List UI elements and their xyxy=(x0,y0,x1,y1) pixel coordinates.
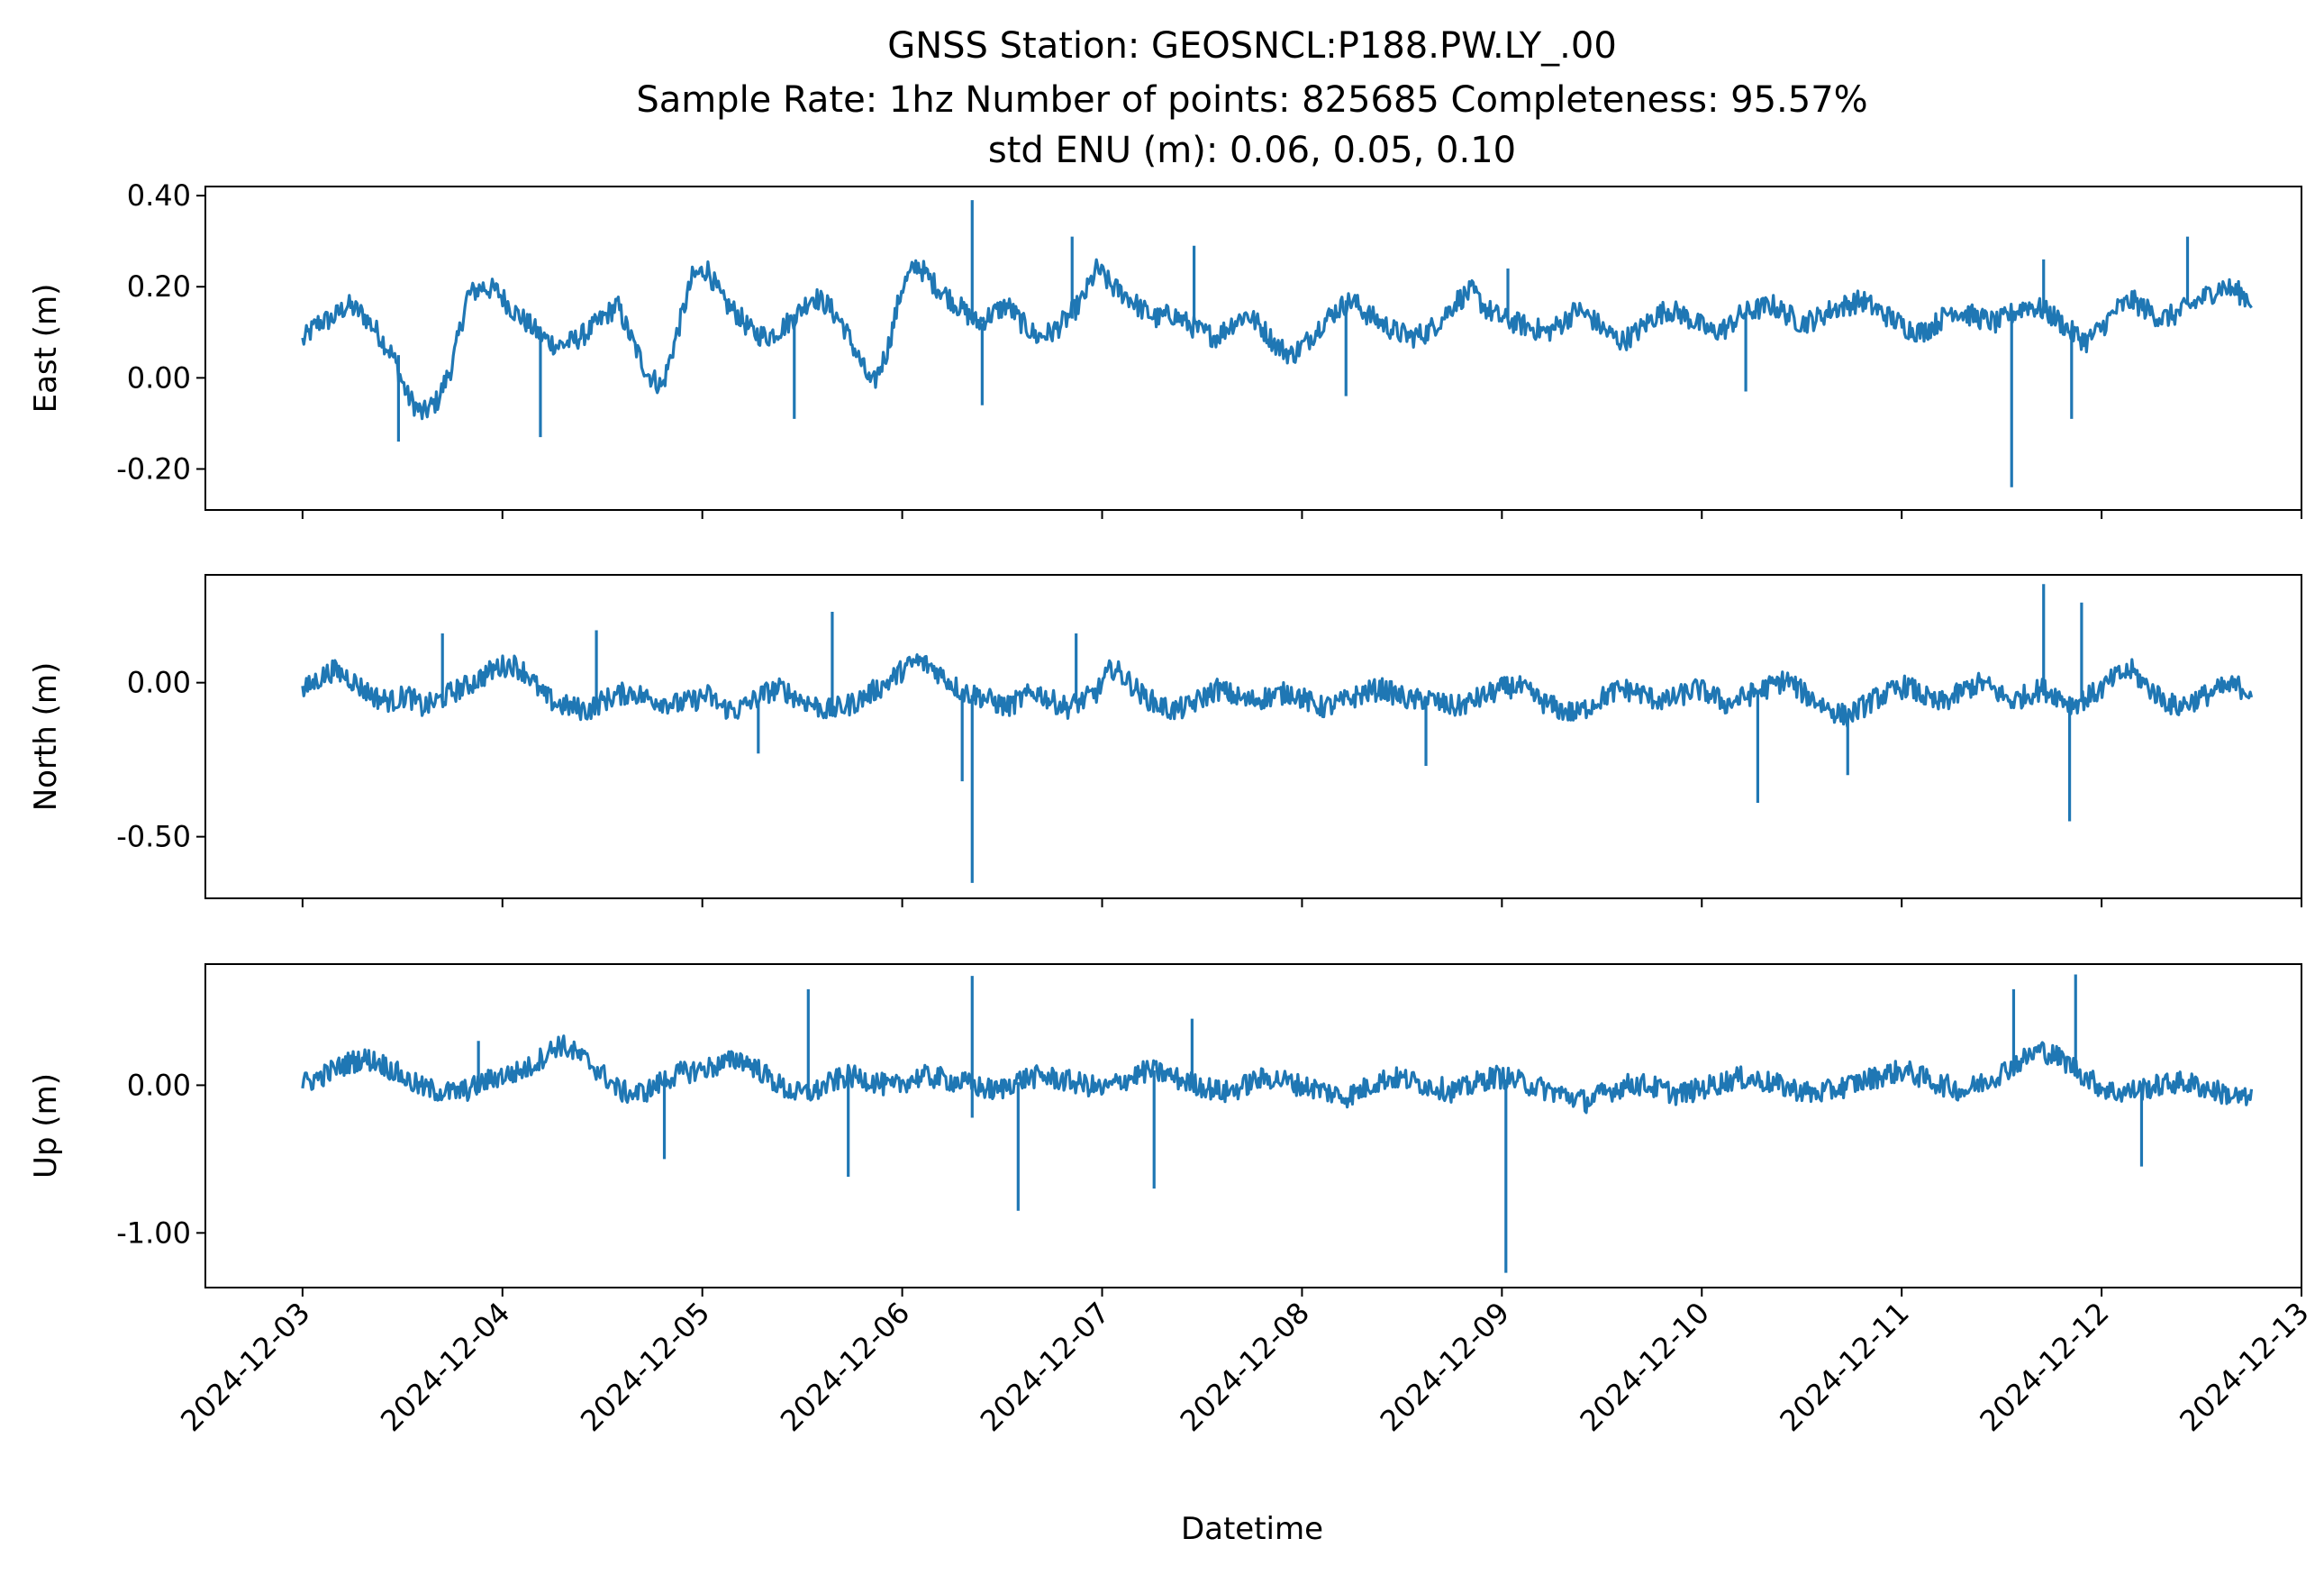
subplot-1: 0.40 0.20 0.00 -0.20 East (m) xyxy=(28,178,2302,519)
y-tick-label: -0.50 xyxy=(116,820,191,854)
chart-title-line-3: std ENU (m): 0.06, 0.05, 0.10 xyxy=(988,130,1516,171)
plot-frame xyxy=(204,963,2302,1288)
series-line-up xyxy=(301,1034,2254,1115)
y-tick-label: 0.00 xyxy=(127,1068,191,1102)
plot-frame xyxy=(204,574,2302,899)
series-line-north xyxy=(301,653,2254,728)
x-axis-label: Datetime xyxy=(1181,1511,1323,1547)
series-line-east xyxy=(301,258,2253,421)
y-axis-label: East (m) xyxy=(28,284,64,414)
y-tick-label: -1.00 xyxy=(116,1215,191,1250)
plot-frame xyxy=(204,186,2302,511)
y-axis-label: Up (m) xyxy=(28,1073,64,1179)
subplot-2: 0.00 -0.50 North (m) xyxy=(28,574,2302,907)
y-axis-label: North (m) xyxy=(28,662,64,812)
chart-title-line-2: Sample Rate: 1hz Number of points: 82568… xyxy=(636,79,1867,121)
chart-title-line-1: GNSS Station: GEOSNCL:P188.PW.LY_.00 xyxy=(887,25,1617,67)
y-tick-label: 0.00 xyxy=(127,666,191,700)
y-tick-label: 0.40 xyxy=(127,178,191,213)
y-tick-label: 0.00 xyxy=(127,360,191,395)
y-tick-label: -0.20 xyxy=(116,451,191,486)
y-tick-label: 0.20 xyxy=(127,269,191,304)
